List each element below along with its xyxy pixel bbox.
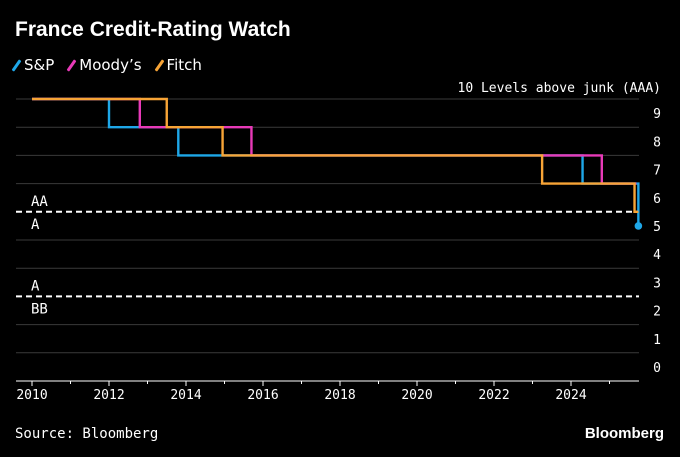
legend-item-sp: S&P xyxy=(11,56,55,74)
source-note: Source: Bloomberg xyxy=(15,426,159,442)
x-tick-label: 2024 xyxy=(555,388,586,403)
y-tick-label: 2 xyxy=(653,305,661,320)
y-tick-label: 4 xyxy=(653,248,661,263)
threshold-label-below: BB xyxy=(31,301,48,317)
x-tick-label: 2020 xyxy=(401,388,432,403)
legend-label-fitch: Fitch xyxy=(166,56,202,74)
threshold-label-below: A xyxy=(31,217,40,233)
x-tick-label: 2012 xyxy=(93,388,124,403)
y-tick-label: 3 xyxy=(653,276,661,291)
y-axis-label: 10 Levels above junk (AAA) xyxy=(458,81,662,96)
y-tick-label: 8 xyxy=(653,135,661,150)
y-tick-label: 7 xyxy=(653,164,661,179)
x-tick-label: 2016 xyxy=(247,388,278,403)
legend-item-moodys: Moody’s xyxy=(66,56,142,74)
x-tick-label: 2022 xyxy=(478,388,509,403)
x-tick-label: 2018 xyxy=(324,388,355,403)
series-line-0 xyxy=(32,97,640,226)
x-tick-label: 2014 xyxy=(170,388,201,403)
chart-title: France Credit-Rating Watch xyxy=(15,18,291,41)
series-end-marker xyxy=(634,222,643,230)
legend-label-moodys: Moody’s xyxy=(79,56,142,74)
bloomberg-logo: Bloomberg xyxy=(584,425,664,442)
y-tick-label: 1 xyxy=(653,333,661,348)
series-line-1 xyxy=(32,97,637,185)
series-line-2 xyxy=(32,97,639,213)
y-tick-label: 6 xyxy=(653,192,661,207)
x-tick-label: 2010 xyxy=(16,388,47,403)
y-tick-label: 0 xyxy=(653,361,661,376)
legend: S&P Moody’s Fitch xyxy=(11,56,202,74)
y-tick-label: 5 xyxy=(653,220,661,235)
y-tick-label: 9 xyxy=(653,107,661,122)
legend-item-fitch: Fitch xyxy=(154,56,202,74)
threshold-label-above: AA xyxy=(31,194,48,210)
threshold-label-above: A xyxy=(31,278,40,294)
legend-label-sp: S&P xyxy=(24,56,55,74)
